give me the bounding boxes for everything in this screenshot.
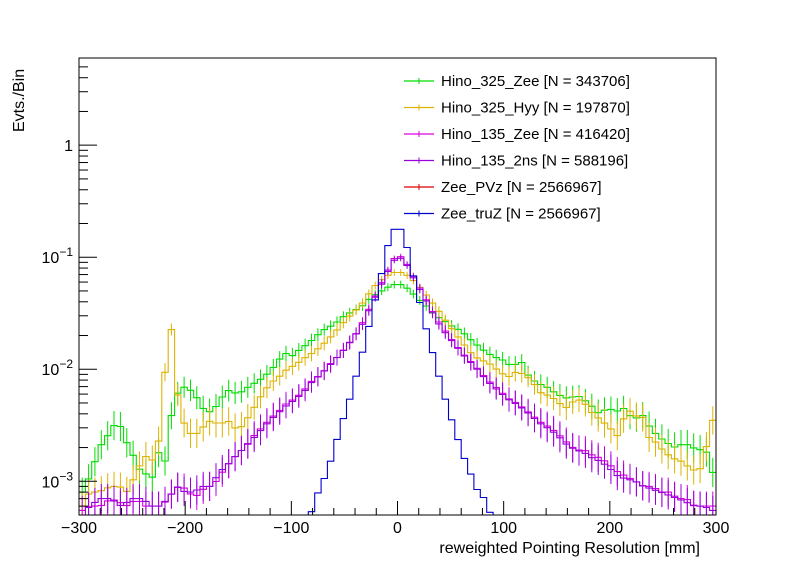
x-tick-label: 0 xyxy=(393,520,402,537)
legend-entry: Hino_135_2ns [N = 588196] xyxy=(404,153,628,170)
x-tick-label: 100 xyxy=(490,520,517,537)
axis-layer: −300 −200 −100 0 100 200 300 10−3 10−2 10−1 1 xyxy=(42,57,730,537)
legend-label: Hino_325_Zee [N = 343706] xyxy=(441,73,630,90)
y-tick-label: 10−2 xyxy=(42,357,74,379)
legend-label: Hino_135_Zee [N = 416420] xyxy=(441,126,630,143)
series-Hino_135_2ns xyxy=(79,255,716,515)
x-tick-label: −300 xyxy=(61,520,97,537)
legend-entry: Hino_135_Zee [N = 416420] xyxy=(404,126,630,143)
legend-label: Zee_truZ [N = 2566967] xyxy=(441,206,601,223)
series-Zee_truZ xyxy=(307,228,494,515)
x-tick-label: −100 xyxy=(273,520,309,537)
legend-entry: Zee_PVz [N = 2566967] xyxy=(404,179,602,196)
series-line xyxy=(79,284,716,493)
series-layer xyxy=(79,228,716,515)
legend: Hino_325_Zee [N = 343706] Hino_325_Hyy [N… xyxy=(404,73,630,223)
legend-entry: Zee_truZ [N = 2566967] xyxy=(404,206,601,223)
legend-entry: Hino_325_Hyy [N = 197870] xyxy=(404,100,630,117)
legend-label: Zee_PVz [N = 2566967] xyxy=(441,179,602,196)
x-tick-label: 300 xyxy=(703,520,730,537)
series-line xyxy=(307,228,494,515)
x-tick-label: −200 xyxy=(167,520,203,537)
y-axis-label: Evts./Bin xyxy=(11,69,28,132)
legend-label: Hino_135_2ns [N = 588196] xyxy=(441,153,628,170)
legend-label: Hino_325_Hyy [N = 197870] xyxy=(441,100,630,117)
x-tick-label: 200 xyxy=(596,520,623,537)
y-tick-label: 10−1 xyxy=(42,245,74,267)
y-tick-label: 1 xyxy=(64,138,73,155)
y-tick-label: 10−3 xyxy=(42,469,74,491)
x-axis-label: reweighted Pointing Resolution [mm] xyxy=(439,540,700,557)
legend-entry: Hino_325_Zee [N = 343706] xyxy=(404,73,630,90)
series-line xyxy=(79,271,716,507)
